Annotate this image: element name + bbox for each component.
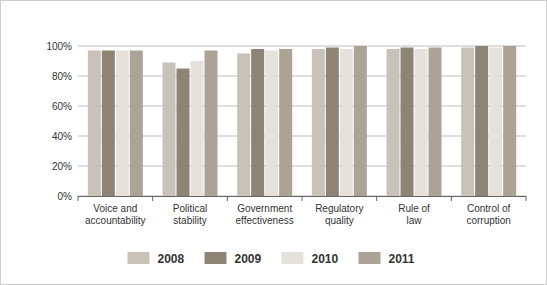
bar: [102, 51, 115, 197]
grid-line: [78, 46, 526, 47]
bar: [354, 46, 367, 196]
bar: [475, 46, 488, 196]
y-tick-label: 80%: [52, 71, 72, 82]
legend-swatch: [359, 252, 381, 264]
legend-swatch: [128, 252, 150, 264]
legend-label: 2008: [158, 252, 185, 266]
bar: [415, 49, 428, 196]
bar: [312, 49, 325, 196]
bar: [237, 54, 250, 197]
bar: [177, 69, 190, 197]
legend-label: 2011: [389, 252, 415, 266]
bar: [265, 51, 278, 197]
grid-line: [78, 166, 526, 167]
y-tick-label: 60%: [52, 101, 72, 112]
bar: [340, 49, 353, 196]
y-tick-label: 0%: [58, 191, 73, 202]
bar: [489, 48, 502, 197]
bars: [88, 46, 516, 196]
bar: [130, 51, 143, 197]
bar: [461, 48, 474, 197]
x-tick-label: Control ofcorruption: [466, 203, 510, 226]
x-tick-label: Governmenteffectiveness: [236, 203, 294, 226]
x-tick: [302, 196, 303, 201]
legend-swatch: [282, 252, 304, 264]
bar: [163, 63, 176, 197]
bar: [251, 49, 264, 196]
legend-swatch: [205, 252, 227, 264]
grid-line: [78, 136, 526, 137]
x-tick-label: Voice andaccountability: [85, 203, 146, 226]
bar: [191, 61, 204, 196]
bar: [88, 51, 101, 197]
bar: [401, 48, 414, 197]
bar: [205, 51, 218, 197]
x-tick-label: Regulatoryquality: [315, 203, 363, 226]
bar: [429, 48, 442, 197]
x-tick-label: Politicalstability: [173, 203, 207, 226]
grid-line: [78, 76, 526, 77]
x-tick: [451, 196, 452, 201]
legend-label: 2010: [312, 252, 339, 266]
legend-label: 2009: [235, 252, 262, 266]
x-tick: [526, 196, 527, 201]
x-tick: [227, 196, 228, 201]
y-tick-label: 20%: [52, 161, 72, 172]
bar: [279, 49, 292, 196]
x-tick: [78, 196, 79, 201]
bar: [326, 48, 339, 197]
y-tick-label: 100%: [46, 41, 72, 52]
bar: [116, 51, 129, 197]
x-tick-label: Rule oflaw: [398, 203, 430, 226]
y-tick-label: 40%: [52, 131, 72, 142]
x-tick: [152, 196, 153, 201]
bar: [387, 49, 400, 196]
grid-line: [78, 106, 526, 107]
frame: [1, 1, 547, 285]
x-tick: [376, 196, 377, 201]
chart: 0% 20% 40% 60% 80% 100% Voice andaccountabilit…: [0, 0, 547, 285]
bar: [503, 46, 516, 196]
